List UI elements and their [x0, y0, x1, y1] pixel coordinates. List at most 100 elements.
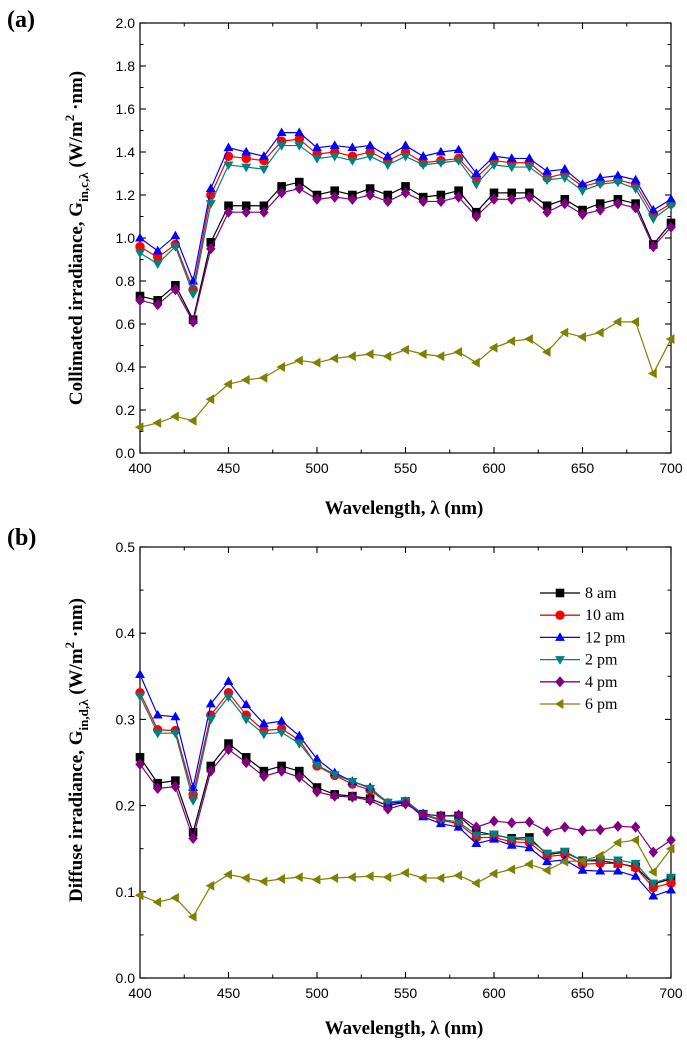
- panel-a-series-12-pm-point-630: [542, 166, 553, 175]
- panel-a-series-6-pm-point-430: [187, 415, 197, 426]
- panel-b-legend-2-pm-label: 2 pm: [585, 652, 618, 669]
- panel-a-series-4-pm-point-410: [152, 299, 163, 311]
- panel-b-x-tick-label-700: 700: [659, 985, 683, 1001]
- panel-b-series-4-pm-point-700: [666, 834, 676, 846]
- panel-a-series-8-am-point-480: [277, 182, 286, 191]
- panel-a-series-8-am-point-530: [365, 184, 375, 193]
- panel-a-y-tick-label-10: 2.0: [116, 15, 136, 31]
- panel-a-y-axis-title-unit-close: ·nm): [66, 71, 87, 115]
- panel-b-series-2-pm-point-510: [329, 771, 340, 780]
- panel-b-series-12-pm-point-660: [595, 865, 606, 875]
- panel-b-series-6-pm-point-530: [364, 871, 374, 882]
- panel-b-y-tick-label-3: 0.3: [116, 711, 136, 727]
- panel-b-series-2-pm-point-430: [188, 796, 199, 806]
- panel-a-series-8-am-point-610: [507, 188, 516, 198]
- panel-b-series-4-pm-point-450: [223, 743, 234, 756]
- panel-a-series-12-pm-point-520: [347, 142, 358, 152]
- panel-b-series-4-pm-point-600: [489, 815, 499, 827]
- panel-b-series-4-pm-point-490: [294, 771, 305, 783]
- panel-a-x-tick-label-650: 650: [571, 460, 595, 476]
- panel-a-series-2-pm-point-690: [648, 215, 659, 224]
- panel-a-series-12-pm-point-590: [471, 168, 482, 177]
- panel-a-x-tick-label-500: 500: [305, 460, 329, 476]
- panel-a-series-2-pm-point-530: [365, 152, 376, 162]
- panel-b-series-10-am: [135, 687, 676, 893]
- panel-a-y-axis-title-unit-sup: 2: [62, 115, 77, 122]
- panel-b-series-4-pm-point-470: [259, 770, 269, 782]
- panel-b-series-12-pm-point-460: [241, 699, 252, 709]
- panel-b-series-2-pm-point-640: [559, 847, 570, 857]
- panel-a-series-2-pm-point-700: [666, 202, 676, 211]
- panel-a-series-2-pm-point-650: [577, 187, 588, 196]
- panel-a-y-tick-label-8: 1.6: [116, 101, 136, 117]
- panel-b-legend-4-pm: 4 pm: [540, 674, 618, 691]
- panel-a-series-4-pm-point-500: [312, 193, 322, 205]
- panel-a-x-axis-title: Wavelength, λ (nm): [325, 498, 484, 519]
- panel-a-series-4-pm-point-670: [613, 198, 623, 210]
- panel-b-series-4-pm-point-400: [135, 758, 145, 770]
- panel-a-series-6-pm-point-470: [258, 372, 268, 383]
- panel-b-series-4-pm-point-460: [241, 756, 251, 769]
- panel-a-series-2-pm-point-480: [276, 142, 287, 151]
- panel-a-series-4-pm-point-550: [400, 187, 411, 199]
- panel-a-y-axis-title-subscript: in,c,λ: [76, 172, 91, 202]
- panel-b-series-4-pm-point-540: [383, 803, 393, 815]
- panel-b-series-2-pm-point-620: [524, 836, 535, 846]
- panel-a-series-2-pm-point-610: [506, 163, 517, 173]
- panel-b-series-4-pm-point-420: [170, 781, 181, 793]
- panel-b-series-12-pm-point-670: [612, 865, 623, 875]
- panel-b-y-tick-label-1: 0.1: [116, 884, 136, 900]
- panel-b-series-10-am-point-700: [666, 878, 676, 888]
- panel-a-series-8-am-point-630: [542, 201, 552, 211]
- panel-b-series-12-pm-point-400: [135, 669, 145, 679]
- panel-a-series-2-pm-point-420: [170, 243, 181, 252]
- panel-b-series-12-pm-point-690: [648, 890, 659, 900]
- panel-b-series-4-pm-point-670: [613, 820, 623, 832]
- panel-b-series-8-am-point-420: [171, 776, 180, 785]
- panel-a-series-6-pm-point-530: [364, 349, 374, 360]
- panel-a-series-4-pm-point-620: [524, 191, 535, 203]
- panel-b-series-2-pm-point-670: [612, 856, 623, 866]
- panel-a-series-4-pm-point-400: [135, 294, 145, 306]
- panel-a-series-12-pm-point-700: [666, 194, 676, 203]
- panel-a-series-12-pm-point-550: [400, 140, 411, 149]
- panel-a-series-6-pm-point-700: [665, 334, 675, 344]
- panel-a-series-8-am-point-570: [436, 190, 446, 200]
- panel-a-series-2-pm-point-540: [382, 161, 393, 171]
- panel-b-series-6-pm-line: [139, 839, 672, 918]
- panel-b-series-2-pm-point-400: [135, 692, 145, 702]
- panel-a-series-4-pm-point-470: [259, 206, 269, 218]
- panel-b-series-6-pm-point-630: [541, 865, 551, 876]
- panel-b-x-axis-title: Wavelength, λ (nm): [325, 1018, 484, 1039]
- panel-a-series-2-pm-point-640: [559, 174, 570, 183]
- panel-a-y-tick-label-6: 1.2: [116, 187, 136, 203]
- panel-a-series-2-pm-point-560: [418, 161, 429, 171]
- panel-b-series-4-pm-point-440: [206, 765, 216, 777]
- panel-b-series-2-pm-point-480: [276, 728, 287, 738]
- panel-b-y-tick-label-4: 0.4: [116, 625, 136, 641]
- panel-a-series-6-pm-point-440: [205, 394, 215, 405]
- panel-a-series-2-pm-point-510: [329, 152, 340, 162]
- panel-b-series-6-pm-point-480: [276, 873, 286, 884]
- panel-b-series-6-pm-point-500: [311, 874, 321, 885]
- panel-a-y-tick-label-9: 1.8: [116, 58, 136, 74]
- panel-a-series-12-pm-point-640: [559, 164, 570, 173]
- panel-b-legend-10-am: 10 am: [540, 607, 625, 624]
- panel-a-series-4-pm-point-510: [329, 191, 340, 203]
- panel-b-series-2-pm-point-450: [223, 693, 234, 703]
- panel-b-series-12-pm-point-700: [666, 884, 676, 894]
- panel-b-series-8-am-point-450: [224, 739, 233, 748]
- panel-a-series-8-am-point-600: [489, 188, 499, 198]
- panel-a-x-tick-label-700: 700: [659, 460, 683, 476]
- panel-b: (b) 400 450 500 550 600 650 700 0.0 0.1 0.2 0.3 0.4…: [7, 525, 683, 1039]
- panel-b-legend-10-am-marker: [555, 610, 565, 620]
- panel-b-legend-10-am-label: 10 am: [585, 607, 625, 624]
- panel-a-series-6-pm-point-580: [453, 347, 463, 357]
- panel-b-series-8-am: [135, 739, 676, 889]
- panel-a-series-10-am-point-460: [241, 153, 251, 164]
- panel-a-series-12-pm-point-460: [241, 146, 252, 156]
- panel-a-series-6-pm-line: [139, 321, 672, 428]
- panel-b-series-2-pm-point-530: [365, 784, 376, 794]
- panel-b-series-6-pm-point-650: [577, 855, 586, 866]
- panel-a-series-8-am-point-460: [241, 201, 251, 211]
